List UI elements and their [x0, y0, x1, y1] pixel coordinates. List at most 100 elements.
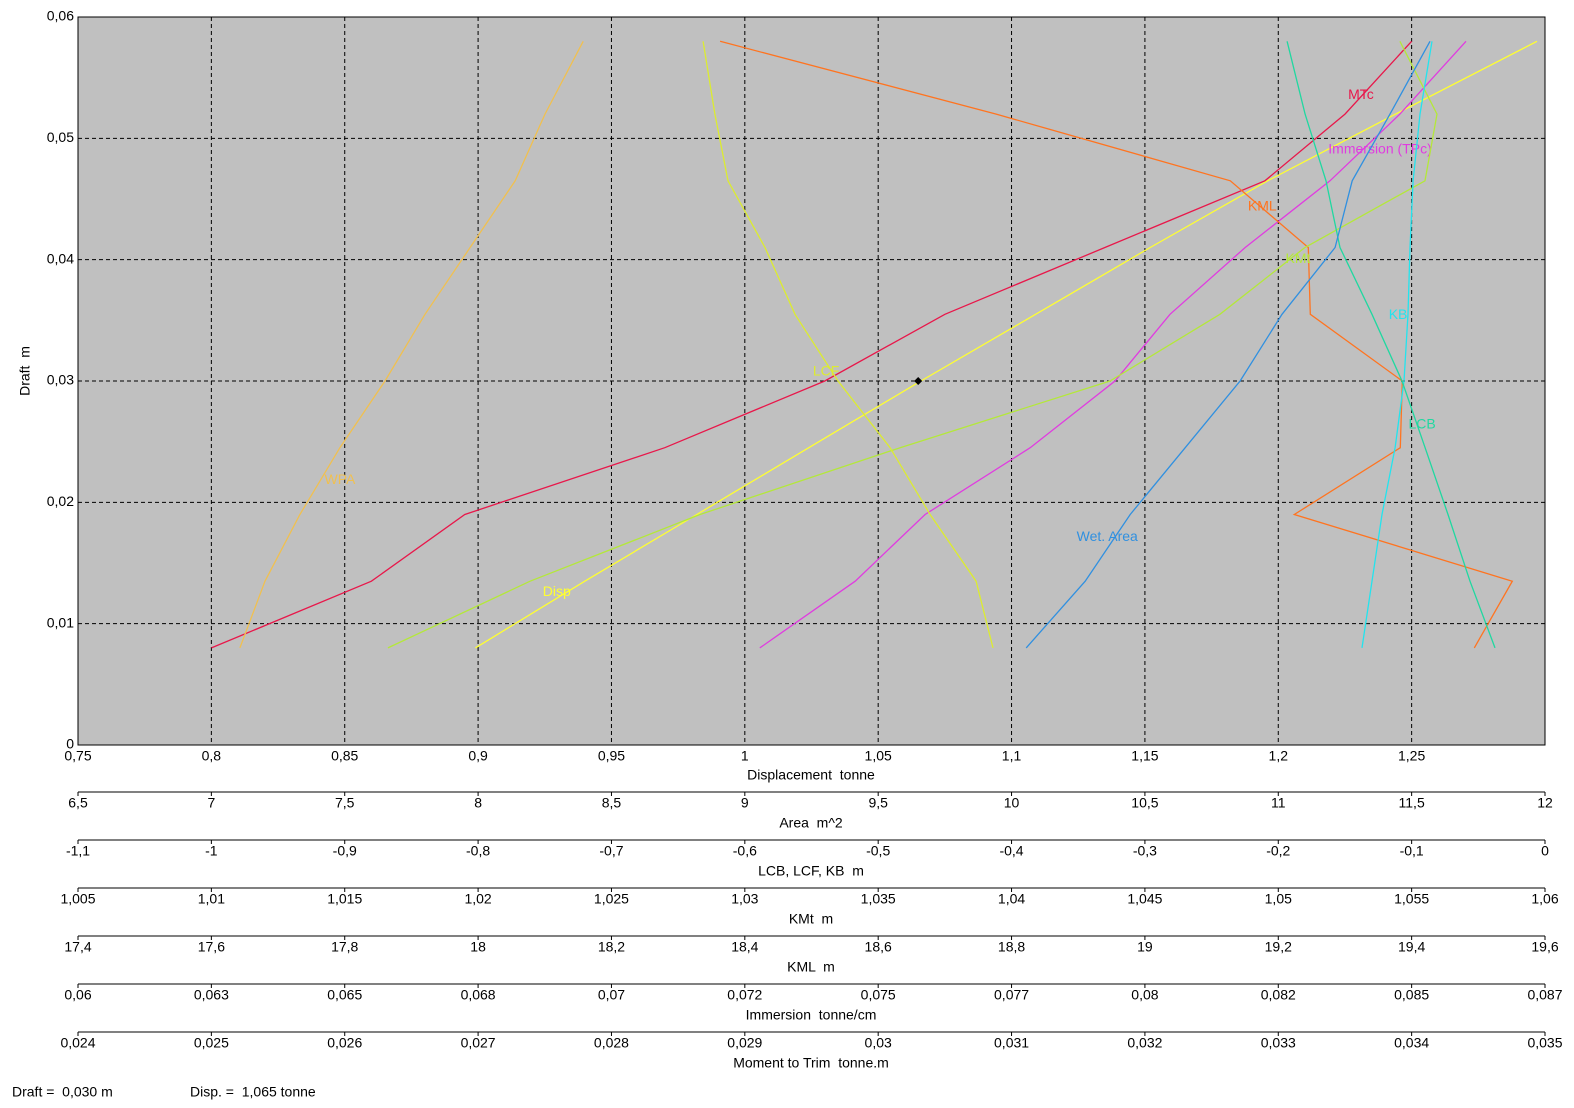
- curve-label: LCB: [1408, 415, 1435, 431]
- x-tick-label: 0,027: [461, 1035, 496, 1051]
- x-tick-label: 0,07: [598, 987, 625, 1003]
- axis-title: Immersion tonne/cm: [746, 1007, 877, 1023]
- curve-label: WPA: [324, 471, 356, 487]
- series-line: [1361, 41, 1433, 648]
- y-tick-label: 0: [66, 736, 74, 752]
- x-tick-label: -0,1: [1400, 843, 1424, 859]
- x-tick-label: 17,8: [331, 939, 358, 955]
- x-axis-title: Displacement tonne: [747, 767, 875, 783]
- x-tick-label: 0,85: [331, 748, 358, 764]
- x-tick-label: 7: [207, 795, 215, 811]
- curve-label: LCF: [813, 363, 839, 379]
- x-tick-label: 8,5: [602, 795, 622, 811]
- x-tick-label: 11: [1271, 795, 1286, 811]
- x-tick-label: 0,08: [1131, 987, 1158, 1003]
- series-line: [759, 40, 1467, 649]
- x-tick-label: 1,055: [1394, 891, 1429, 907]
- x-tick-label: 0,032: [1127, 1035, 1162, 1051]
- series-line: [475, 40, 1538, 649]
- x-tick-label: 0,031: [994, 1035, 1029, 1051]
- curve-label: MTc: [1348, 86, 1374, 102]
- x-tick-label: -0,3: [1133, 843, 1157, 859]
- x-tick-label: 17,6: [198, 939, 225, 955]
- status-text: Disp. = 1,065 tonne: [190, 1084, 316, 1100]
- current-point: [914, 377, 923, 385]
- x-tick-label: 19,6: [1531, 939, 1558, 955]
- x-tick-label: 1,015: [327, 891, 362, 907]
- x-tick-label: -1,1: [66, 843, 90, 859]
- x-tick-label: 17,4: [64, 939, 91, 955]
- x-tick-label: 1: [741, 748, 749, 764]
- y-axis-title: Draft m: [17, 346, 33, 396]
- x-tick-label: 0,024: [60, 1035, 95, 1051]
- status-text: Draft = 0,030 m: [12, 1084, 113, 1100]
- x-tick-label: 9: [741, 795, 749, 811]
- x-tick-label: 18: [470, 939, 486, 955]
- curve-label: KB: [1389, 306, 1408, 322]
- x-tick-label: 18,4: [731, 939, 758, 955]
- series-line: [1025, 40, 1431, 649]
- x-tick-label: 1,04: [998, 891, 1025, 907]
- x-tick-label: -0,6: [733, 843, 757, 859]
- curve-label: KMt: [1286, 250, 1311, 266]
- x-tick-label: 7,5: [335, 795, 355, 811]
- y-tick-label: 0,06: [47, 8, 74, 24]
- x-tick-label: 0,8: [202, 748, 222, 764]
- x-tick-label: 6,5: [68, 795, 88, 811]
- x-tick-label: 0,025: [194, 1035, 229, 1051]
- x-tick-label: 12: [1537, 795, 1553, 811]
- x-tick-label: -0,4: [999, 843, 1023, 859]
- x-tick-label: -0,2: [1266, 843, 1290, 859]
- series-line: [239, 40, 584, 649]
- x-tick-label: 0,087: [1527, 987, 1562, 1003]
- x-tick-label: 19,4: [1398, 939, 1425, 955]
- x-tick-label: 0,9: [468, 748, 488, 764]
- x-tick-label: 0,077: [994, 987, 1029, 1003]
- x-tick-label: 1,06: [1531, 891, 1558, 907]
- x-tick-label: 0,033: [1261, 1035, 1296, 1051]
- x-tick-label: 1,01: [198, 891, 225, 907]
- x-tick-label: 0,06: [64, 987, 91, 1003]
- curve-label: Disp: [543, 583, 571, 599]
- x-tick-label: 0,035: [1527, 1035, 1562, 1051]
- x-tick-label: 1,2: [1269, 748, 1289, 764]
- series-line: [211, 40, 1413, 649]
- axis-title: KMt m: [789, 911, 833, 927]
- y-tick-label: 0,04: [47, 250, 74, 266]
- x-tick-label: 0,072: [727, 987, 762, 1003]
- x-tick-label: 18,2: [598, 939, 625, 955]
- x-tick-label: 1,05: [865, 748, 892, 764]
- x-tick-label: -0,8: [466, 843, 490, 859]
- x-tick-label: 0,028: [594, 1035, 629, 1051]
- x-tick-label: 19,2: [1265, 939, 1292, 955]
- plot-area: [77, 16, 1546, 746]
- x-tick-label: 0,075: [861, 987, 896, 1003]
- x-tick-label: 11,5: [1399, 795, 1425, 811]
- x-tick-label: 10,5: [1131, 795, 1158, 811]
- x-tick-label: 0,065: [327, 987, 362, 1003]
- x-tick-label: 1,05: [1265, 891, 1292, 907]
- x-tick-label: 1,1: [1002, 748, 1022, 764]
- x-tick-label: 0,085: [1394, 987, 1429, 1003]
- x-tick-label: 9,5: [868, 795, 888, 811]
- x-tick-label: 0,95: [598, 748, 625, 764]
- x-tick-label: 0,03: [865, 1035, 892, 1051]
- series-line: [1286, 41, 1496, 649]
- curve-label: Wet. Area: [1077, 528, 1138, 544]
- x-tick-label: -0,5: [866, 843, 890, 859]
- x-tick-label: 0,082: [1261, 987, 1296, 1003]
- x-tick-label: 19: [1137, 939, 1153, 955]
- x-tick-label: 0,063: [194, 987, 229, 1003]
- curve-label: KML: [1248, 198, 1277, 214]
- curve-label: Immersion (TPc): [1328, 141, 1431, 157]
- x-tick-label: 0,034: [1394, 1035, 1429, 1051]
- x-tick-label: 18,6: [865, 939, 892, 955]
- x-tick-label: -1: [205, 843, 218, 859]
- y-tick-label: 0,05: [47, 129, 74, 145]
- y-tick-label: 0,03: [47, 372, 74, 388]
- x-tick-label: 0,026: [327, 1035, 362, 1051]
- x-tick-label: 1,15: [1131, 748, 1158, 764]
- x-tick-label: -0,9: [333, 843, 357, 859]
- axis-title: LCB, LCF, KB m: [758, 863, 864, 879]
- axis-title: KML m: [787, 959, 835, 975]
